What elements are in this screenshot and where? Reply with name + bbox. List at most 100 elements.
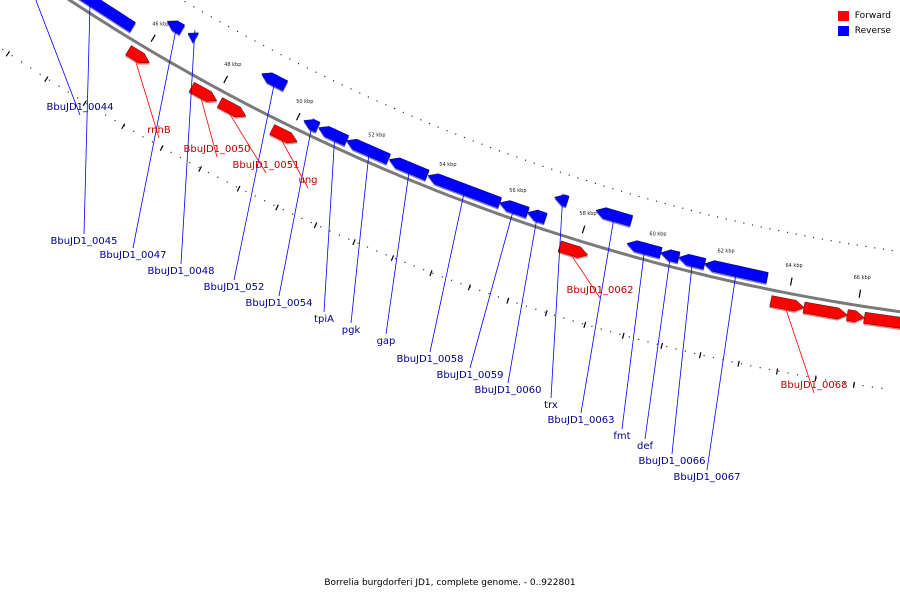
- gene-BbuJD1_0062: [557, 240, 589, 260]
- gene-labels: BbuJD1_0044 BbuJD1_0045 BbuJD1_0047 BbuJD1_…: [35, 0, 848, 483]
- label-leader: [429, 183, 467, 353]
- gene-label: BbuJD1_0047: [99, 250, 166, 261]
- label-leader: [706, 265, 738, 471]
- scale-dot: [306, 67, 308, 69]
- label-leader: [785, 310, 815, 394]
- scale-dot: [385, 254, 387, 256]
- scale-dot: [638, 338, 640, 340]
- scale-dot: [264, 200, 266, 202]
- tick-mark: [789, 277, 793, 286]
- scale-dot: [586, 180, 588, 182]
- scale-dot: [862, 385, 864, 387]
- scale-dot: [825, 379, 827, 381]
- scale-dot: [717, 216, 719, 218]
- scale-dot: [610, 331, 612, 333]
- scale-dot: [856, 244, 858, 246]
- scale-dot: [591, 325, 593, 327]
- gene-arrow: [188, 81, 218, 102]
- gene-BbuJD1_0048: [187, 32, 199, 45]
- backbone-line: [66, 0, 900, 314]
- gene-label: fmt: [613, 431, 630, 442]
- scale-dot: [394, 258, 397, 260]
- scale-dot: [310, 222, 312, 224]
- gene-arrow: [125, 45, 150, 64]
- scale-dot: [778, 370, 780, 372]
- scale-dot: [490, 146, 492, 149]
- scale-dot: [600, 328, 602, 330]
- scale-dot: [581, 323, 584, 325]
- scale-dot: [703, 355, 705, 357]
- scale-dot: [324, 75, 326, 78]
- gene-label: BbuJD1_0059: [436, 370, 503, 381]
- scale-dot: [193, 6, 195, 8]
- forward-swatch: [837, 10, 849, 21]
- gene-label: BbuJD1_0045: [50, 236, 117, 247]
- scale-dot: [282, 209, 284, 211]
- genome-caption: Borrelia burgdorferi JD1, complete genom…: [324, 578, 576, 588]
- scale-dot: [404, 261, 406, 263]
- gene-arrow: [846, 309, 865, 322]
- scale-dot: [535, 308, 537, 310]
- scale-dot: [795, 233, 797, 235]
- gene-tpiA: [318, 126, 350, 148]
- scale-dot: [619, 333, 621, 335]
- scale-dot: [577, 177, 579, 179]
- scale-dot: [402, 111, 404, 113]
- scale-dot: [769, 228, 771, 230]
- scale-dot: [292, 213, 294, 215]
- scale-dash: [275, 204, 279, 211]
- scale-dot: [320, 226, 322, 228]
- tick-mark: [581, 225, 586, 234]
- scale-dot: [666, 346, 668, 348]
- scale-dash: [82, 100, 87, 107]
- scale-dot: [332, 80, 335, 82]
- scale-dot: [463, 136, 465, 139]
- scale-dots: [2, 1, 893, 389]
- legend: Forward Reverse: [837, 8, 891, 38]
- scale-dot: [105, 114, 107, 116]
- scale-dot: [787, 372, 789, 374]
- tick-label: 46 kbp: [152, 21, 169, 27]
- scale-dot: [516, 302, 518, 304]
- gene-label: BbuJD1_0066: [638, 456, 705, 467]
- scale-dot: [524, 159, 527, 161]
- tick-label: 58 kbp: [579, 211, 596, 217]
- gene-BbuJD1_0068: [769, 295, 805, 313]
- scale-dot: [768, 368, 771, 371]
- scale-dot: [891, 249, 893, 252]
- gene-extra: [802, 301, 848, 321]
- scale-dot: [628, 336, 630, 338]
- legend-item-forward: Forward: [837, 8, 891, 23]
- gene-BbuJD1_0050: [188, 81, 218, 104]
- scale-dot: [843, 382, 845, 384]
- scale-dot: [559, 171, 562, 173]
- scale-dot: [359, 92, 361, 94]
- scale-dot: [544, 311, 546, 313]
- gene-ung: [269, 124, 298, 145]
- scale-dash: [660, 342, 663, 349]
- scale-dot: [86, 103, 88, 105]
- scale-dot: [655, 200, 658, 202]
- scale-dot: [58, 85, 60, 87]
- scale-dash: [121, 123, 126, 130]
- scale-dot: [759, 367, 761, 369]
- gene-arrow: [187, 32, 199, 43]
- scale-dot: [743, 222, 745, 224]
- scale-dot: [874, 247, 876, 249]
- gene-label: trx: [544, 400, 558, 411]
- label-leader: [35, 0, 81, 116]
- scale-dash: [467, 284, 471, 291]
- scale-dot: [263, 44, 265, 47]
- scale-dot: [170, 151, 172, 153]
- scale-dot: [533, 162, 535, 164]
- scale-dot: [469, 286, 471, 288]
- scale-dot: [30, 67, 32, 69]
- legend-label-reverse: Reverse: [854, 25, 891, 36]
- scale-dot: [647, 341, 649, 343]
- scale-dot: [594, 182, 596, 184]
- gene-pgk: [346, 138, 391, 166]
- scale-dot: [2, 48, 4, 50]
- scale-dot: [479, 289, 481, 291]
- gene-label: BbuJD1_0068: [780, 380, 847, 391]
